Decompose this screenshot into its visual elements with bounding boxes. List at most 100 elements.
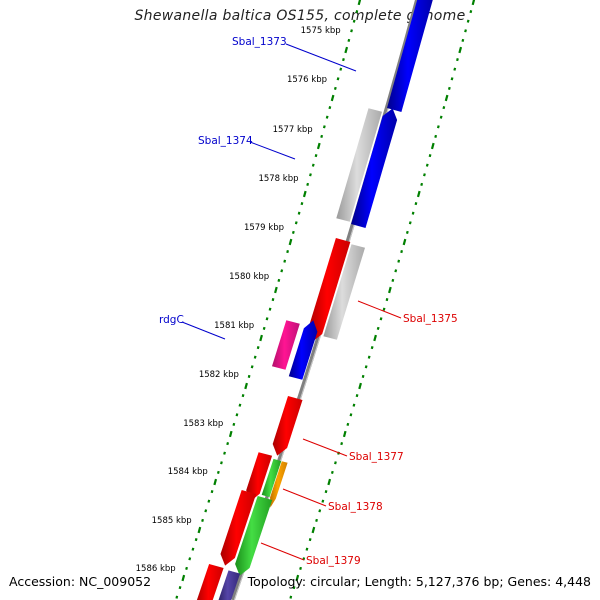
minor-tick [318,509,322,513]
minor-tick [464,29,467,33]
topology-text: Topology: circular; Length: 5,127,376 bp… [247,574,591,589]
minor-tick [361,374,365,378]
major-tick [402,238,407,246]
kbp-tick-label: 1579 kbp [244,223,284,233]
kbp-tick-label: 1576 kbp [287,75,327,85]
major-tick [244,382,248,390]
gene-label[interactable]: Sbal_1374 [198,135,253,147]
minor-tick [256,346,260,350]
minor-tick [340,442,344,446]
minor-tick [346,422,350,426]
minor-tick [300,202,304,206]
major-tick [259,334,263,342]
minor-tick [436,125,440,129]
minor-tick [294,221,298,225]
minor-tick [414,202,418,206]
minor-tick [355,394,359,398]
minor-tick [299,566,302,570]
major-tick [316,142,321,150]
gene-sbal-1377[interactable] [272,396,303,456]
gene-red-1379a[interactable] [220,490,257,566]
kbp-tick-label: 1582 kbp [199,370,239,380]
minor-tick [355,10,359,14]
minor-tick [434,134,438,138]
minor-tick [292,586,296,590]
minor-tick [210,490,214,494]
gene-label[interactable]: Sbal_1378 [328,501,383,513]
minor-tick [339,67,343,71]
minor-tick [394,269,398,273]
kbp-tick-label: 1575 kbp [301,26,341,36]
minor-tick [238,403,242,407]
gene-rdgC[interactable] [272,320,300,370]
gene-sbal-1379[interactable] [235,496,273,576]
minor-tick [305,547,309,551]
minor-tick [220,461,223,465]
gene-gray-1374a[interactable] [336,108,382,222]
gene-purple-bottom[interactable] [217,570,241,600]
minor-tick [253,355,257,359]
accession-text: Accession: NC_009052 [9,574,152,589]
minor-tick [283,259,287,263]
minor-tick [226,442,230,446]
major-tick [327,478,332,486]
minor-tick [194,538,198,542]
gene-sbal-1374[interactable] [351,108,398,228]
gene-sbal-1378[interactable] [270,461,288,508]
major-tick [302,190,307,198]
major-tick [458,46,463,54]
minor-tick [411,211,415,215]
gene-sbal-1375[interactable] [323,244,365,340]
minor-tick [277,278,281,282]
gene-label-leader [302,438,348,457]
minor-tick [232,422,236,426]
minor-tick [262,326,266,330]
minor-tick [342,58,345,62]
gene-green-1378[interactable] [261,458,282,498]
minor-tick [178,586,182,590]
gene-label[interactable]: Sbal_1375 [403,313,458,325]
minor-tick [250,365,254,369]
minor-tick [271,298,275,302]
major-tick [274,286,278,294]
minor-tick [241,394,245,398]
minor-tick [297,211,301,215]
minor-tick [320,134,324,138]
minor-tick [450,77,454,81]
gene-red-bottom[interactable] [196,564,224,600]
major-tick [471,0,476,6]
major-tick [342,430,347,438]
minor-tick [191,547,195,551]
minor-tick [376,326,380,330]
gene-red-1375a[interactable] [307,238,351,342]
gene-red-1378a[interactable] [246,452,273,502]
minor-tick [408,221,412,225]
minor-tick [439,115,443,119]
major-tick [228,430,233,438]
kbp-tick-label: 1578 kbp [258,174,298,184]
minor-tick [453,67,457,71]
major-tick [358,382,362,390]
minor-tick [322,125,326,129]
gene-blue-rdgc-b[interactable] [288,320,318,380]
gene-label[interactable]: Sbal_1379 [306,555,361,567]
gene-sbal-1373[interactable] [387,0,434,112]
minor-tick [334,461,337,465]
kbp-tick-label: 1585 kbp [152,516,192,526]
minor-tick [314,154,318,158]
kbp-tick-label: 1577 kbp [273,125,313,135]
minor-tick [364,365,368,369]
gene-label[interactable]: rdgC [159,314,184,326]
minor-tick [350,29,353,33]
minor-tick [207,499,211,503]
minor-tick [461,38,465,42]
gene-label[interactable]: Sbal_1373 [232,36,287,48]
minor-tick [247,374,251,378]
minor-tick [367,355,371,359]
minor-tick [204,509,208,513]
kbp-tick-label: 1583 kbp [183,419,223,429]
minor-tick [328,106,332,110]
minor-tick [352,19,356,23]
minor-tick [309,173,312,177]
gene-label[interactable]: Sbal_1377 [349,451,404,463]
